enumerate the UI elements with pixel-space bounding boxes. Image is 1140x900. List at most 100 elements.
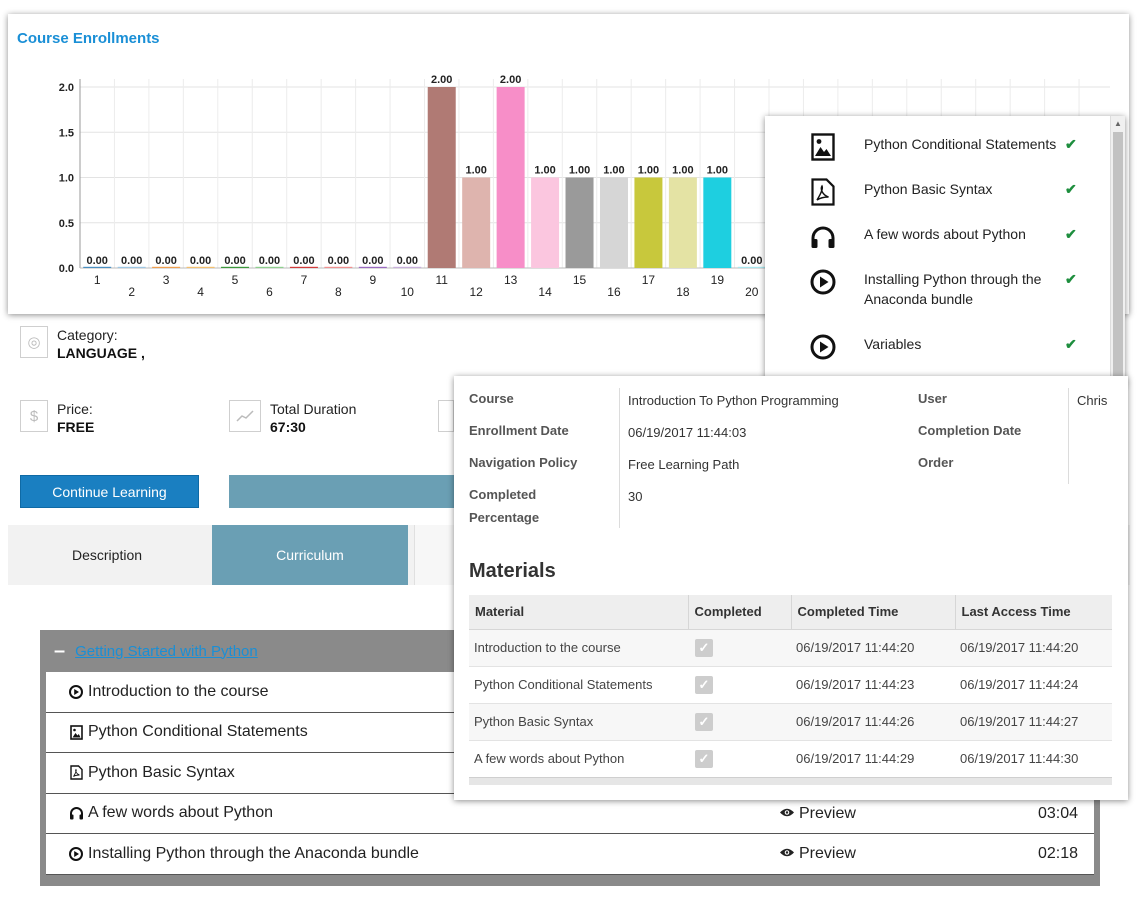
- data-label: 0.00: [155, 255, 176, 267]
- materials-heading: Materials: [469, 560, 556, 582]
- play-circle-icon: [68, 846, 84, 861]
- course-value: Introduction To Python Programming: [628, 393, 839, 408]
- chart-bar: [83, 266, 112, 268]
- secondary-action-button[interactable]: [229, 475, 469, 508]
- category-value: LANGUAGE ,: [57, 345, 145, 361]
- material-column-header[interactable]: Material: [469, 595, 689, 630]
- chart-bar: [221, 266, 250, 268]
- material-cell: A few words about Python: [469, 740, 688, 778]
- completed-time-cell: 06/19/2017 11:44:23: [791, 666, 955, 704]
- last-access-column-header[interactable]: Last Access Time: [955, 595, 1112, 630]
- pdf-file-icon: [809, 178, 837, 206]
- enrollment-date-label: Enrollment Date: [469, 423, 569, 438]
- duration-value: 67:30: [270, 419, 306, 435]
- completed-time-cell: 06/19/2017 11:44:20: [791, 629, 955, 667]
- scroll-up-icon[interactable]: ▲: [1114, 119, 1122, 128]
- completed-cell: ✓: [688, 740, 791, 778]
- headphones-icon: [809, 223, 837, 251]
- course-label: Course: [469, 391, 514, 406]
- material-cell: Python Basic Syntax: [469, 703, 688, 741]
- x-tick-label: 15: [573, 273, 587, 287]
- tab-curriculum[interactable]: Curriculum: [212, 525, 408, 585]
- data-label: 0.00: [190, 255, 211, 267]
- x-tick-label: 7: [301, 273, 308, 287]
- continue-learning-button[interactable]: Continue Learning: [20, 475, 199, 508]
- enrollment-detail-panel: Course Introduction To Python Programmin…: [454, 376, 1128, 800]
- check-icon: ✔: [1065, 271, 1077, 287]
- data-label: 2.00: [500, 74, 521, 86]
- duration-info: Total Duration 67:30: [229, 400, 356, 436]
- materials-scrollbar[interactable]: ▲: [1110, 116, 1125, 386]
- scroll-thumb[interactable]: [1113, 132, 1123, 382]
- last-access-cell: 06/19/2017 11:44:24: [955, 666, 1112, 704]
- x-tick-label: 19: [711, 273, 725, 287]
- chart-bar: [186, 266, 215, 268]
- chart-bar: [255, 266, 284, 268]
- category-label: Category:: [57, 327, 118, 343]
- completed-checkbox[interactable]: ✓: [695, 749, 713, 768]
- chart-bar: [703, 177, 732, 268]
- material-label: Python Basic Syntax: [864, 181, 993, 197]
- completed-checkbox[interactable]: ✓: [695, 638, 713, 657]
- x-tick-label: 11: [435, 273, 448, 287]
- completed-value: 30: [628, 489, 643, 504]
- data-label: 2.00: [431, 74, 452, 86]
- data-label: 0.00: [741, 255, 762, 267]
- data-label: 0.00: [87, 255, 108, 267]
- material-cell: Introduction to the course: [469, 629, 688, 667]
- chart-bar: [117, 266, 146, 268]
- check-icon: ✔: [1065, 181, 1077, 197]
- completed-checkbox[interactable]: ✓: [695, 675, 713, 694]
- chart-bar: [737, 266, 766, 268]
- lesson-item[interactable]: A few words about Python Preview 03:04: [46, 793, 1094, 834]
- completed-time-column-header[interactable]: Completed Time: [791, 595, 956, 630]
- user-value: Chris: [1077, 393, 1108, 408]
- completed-label: Completed: [469, 487, 537, 502]
- table-row: A few words about Python ✓ 06/19/2017 11…: [469, 740, 1112, 778]
- table-row: Python Basic Syntax ✓ 06/19/2017 11:44:2…: [469, 703, 1112, 741]
- last-access-cell: 06/19/2017 11:44:27: [955, 703, 1112, 741]
- x-tick-label: 12: [469, 285, 483, 299]
- table-row: Introduction to the course ✓ 06/19/2017 …: [469, 629, 1112, 667]
- price-value: FREE: [57, 419, 95, 435]
- completed-cell: ✓: [688, 629, 791, 667]
- check-icon: ✔: [1065, 226, 1077, 242]
- x-tick-label: 9: [369, 273, 376, 287]
- data-label: 1.00: [465, 165, 486, 177]
- category-icon: ◎: [20, 326, 48, 358]
- data-label: 1.00: [603, 165, 624, 177]
- tab-description[interactable]: Description: [8, 525, 206, 585]
- x-tick-label: 16: [607, 285, 621, 299]
- percentage-label: Percentage: [469, 510, 540, 525]
- lesson-title: Python Conditional Statements: [88, 723, 308, 741]
- preview-link[interactable]: Preview: [779, 834, 856, 874]
- x-tick-label: 5: [232, 273, 239, 287]
- x-tick-label: 17: [642, 273, 656, 287]
- table-horizontal-scrollbar[interactable]: [469, 777, 1112, 785]
- completed-time-cell: 06/19/2017 11:44:26: [791, 703, 955, 741]
- y-tick-label: 1.5: [59, 127, 74, 139]
- completed-cell: ✓: [688, 703, 791, 741]
- last-access-cell: 06/19/2017 11:44:20: [955, 629, 1112, 667]
- column-divider: [619, 388, 620, 528]
- completed-checkbox[interactable]: ✓: [695, 712, 713, 731]
- last-access-cell: 06/19/2017 11:44:30: [955, 740, 1112, 778]
- eye-icon: [779, 805, 795, 823]
- play-circle-icon: [809, 333, 837, 361]
- completed-column-header[interactable]: Completed: [688, 595, 792, 630]
- lesson-item[interactable]: Installing Python through the Anaconda b…: [46, 834, 1094, 875]
- play-circle-icon: [809, 268, 837, 296]
- material-label: Variables: [864, 336, 922, 352]
- dollar-icon: $: [20, 400, 48, 432]
- lesson-title: Installing Python through the Anaconda b…: [88, 844, 419, 862]
- material-label: A few words about Python: [864, 226, 1026, 242]
- material-label: Python Conditional Statements: [864, 136, 1057, 152]
- material-cell: Python Conditional Statements: [469, 666, 688, 704]
- preview-link[interactable]: Preview: [779, 794, 856, 834]
- chart-bar: [462, 177, 491, 268]
- data-label: 1.00: [707, 165, 728, 177]
- x-tick-label: 1: [94, 273, 101, 287]
- section-title-link[interactable]: Getting Started with Python: [75, 642, 258, 660]
- data-label: 0.00: [293, 255, 314, 267]
- collapse-icon[interactable]: –: [54, 640, 66, 662]
